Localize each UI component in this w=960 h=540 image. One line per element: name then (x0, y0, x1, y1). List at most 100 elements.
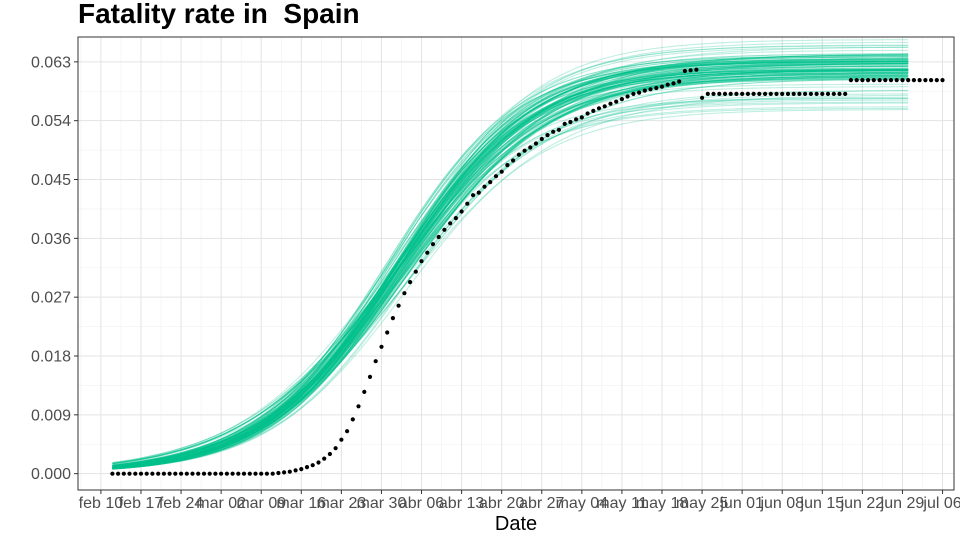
fit-curve (112, 59, 909, 468)
fit-curve (112, 60, 909, 469)
fit-curve (112, 72, 909, 468)
x-tick-label: jun 15 (800, 495, 845, 512)
data-point (448, 221, 453, 226)
data-point (900, 78, 905, 83)
y-tick-label: 0.000 (31, 466, 71, 483)
data-point (173, 471, 178, 476)
fit-curve (112, 79, 909, 470)
x-tick-label: jun 29 (880, 495, 925, 512)
data-point (888, 78, 894, 83)
data-point (127, 471, 132, 476)
fit-curve (112, 46, 909, 470)
data-point (476, 190, 481, 195)
fit-curve (112, 94, 909, 466)
data-point (854, 78, 859, 83)
data-points (110, 67, 945, 476)
x-tick-label: may 11 (596, 495, 647, 512)
data-point (602, 104, 607, 109)
fit-curve (112, 77, 909, 469)
data-point (596, 106, 602, 111)
fit-curve (112, 78, 909, 467)
fit-curve (112, 102, 909, 470)
fit-curve (112, 53, 909, 467)
data-point (482, 184, 487, 189)
data-point (883, 78, 888, 83)
data-point (196, 471, 201, 476)
data-point (625, 94, 630, 99)
data-point (270, 471, 275, 476)
x-tick-label: abr 06 (399, 495, 444, 512)
data-point (156, 471, 161, 476)
data-point (785, 91, 791, 96)
fit-curve (112, 64, 909, 470)
data-point (345, 429, 350, 434)
fit-curve (112, 56, 909, 470)
data-point (362, 389, 367, 394)
data-point (116, 471, 121, 476)
data-point (642, 88, 647, 93)
x-tick-label: may 04 (556, 495, 609, 512)
data-point (831, 91, 836, 96)
x-tick-label: may 25 (676, 495, 729, 512)
fit-curve (112, 71, 909, 466)
data-point (436, 234, 441, 240)
data-point (350, 417, 355, 422)
fit-curve (112, 73, 909, 468)
data-point (396, 303, 401, 308)
fit-curve (112, 65, 909, 467)
fit-curve (112, 83, 909, 469)
data-point (803, 91, 808, 96)
data-point (379, 344, 384, 349)
fit-curve (112, 99, 909, 470)
data-point (184, 471, 189, 476)
fit-curve (112, 45, 909, 469)
data-point (814, 91, 819, 96)
fit-curve (112, 59, 909, 469)
fit-curve (112, 101, 909, 470)
fit-curve (112, 60, 909, 469)
data-point (539, 136, 544, 142)
fit-curve (112, 44, 909, 467)
data-point (837, 91, 842, 96)
fit-curve (112, 61, 909, 470)
y-tick-label: 0.009 (31, 407, 71, 424)
fit-curve (112, 72, 909, 468)
data-point (310, 463, 315, 468)
data-point (167, 471, 172, 476)
x-tick-label: mar 23 (316, 495, 366, 512)
x-tick-label: abr 27 (519, 495, 564, 512)
data-point (224, 471, 229, 476)
y-tick-label: 0.063 (31, 54, 71, 71)
fit-curve (112, 98, 909, 469)
fit-curve (112, 70, 909, 469)
data-point (333, 446, 338, 451)
data-point (934, 78, 939, 83)
y-tick-label: 0.018 (31, 348, 71, 365)
data-point (385, 330, 390, 335)
data-point (774, 91, 779, 96)
data-point (871, 78, 876, 83)
data-point (585, 111, 590, 116)
data-point (528, 145, 533, 150)
data-point (717, 91, 722, 96)
data-point (522, 148, 527, 153)
fit-curve (112, 109, 909, 470)
fit-curves (112, 39, 909, 470)
data-point (671, 81, 676, 86)
fit-curve (112, 60, 909, 466)
data-point (917, 78, 922, 83)
data-point (923, 78, 928, 83)
x-tick-label: feb 10 (79, 495, 124, 512)
data-point (866, 78, 871, 83)
data-point (259, 471, 264, 476)
data-point (201, 471, 207, 476)
fit-curve (112, 69, 909, 469)
y-axis: 0.000 0.009 0.018 0.027 0.036 0.045 0.054 0.063 (31, 54, 78, 483)
fit-curve (112, 54, 909, 467)
plot-border (77, 36, 955, 491)
fit-curve (112, 62, 909, 470)
fit-curve (112, 78, 909, 467)
x-tick-label: jul 06 (922, 495, 960, 512)
data-point (614, 99, 619, 104)
